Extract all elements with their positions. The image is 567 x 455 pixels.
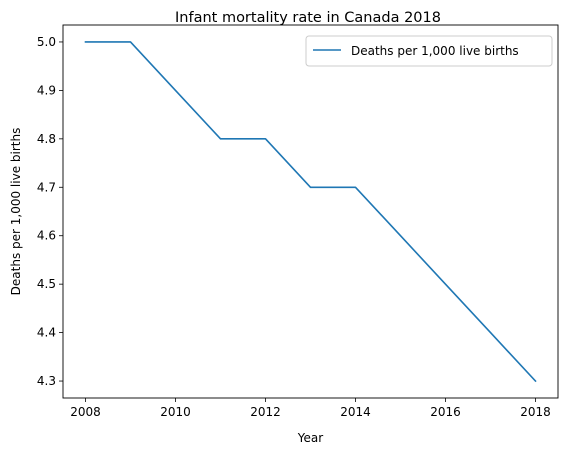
x-tick-label: 2008 <box>70 405 101 419</box>
data-point <box>355 186 357 188</box>
y-tick-label: 4.3 <box>37 374 56 388</box>
x-axis-label: Year <box>297 431 323 445</box>
y-axis-label: Deaths per 1,000 live births <box>9 128 23 296</box>
x-tick-label: 2012 <box>250 405 281 419</box>
legend-label: Deaths per 1,000 live births <box>351 44 519 58</box>
plot-area <box>63 25 558 398</box>
x-tick-label: 2016 <box>430 405 461 419</box>
x-tick-label: 2010 <box>160 405 191 419</box>
data-point <box>175 90 177 92</box>
data-point <box>85 41 87 43</box>
data-point <box>310 186 312 188</box>
y-tick-label: 4.6 <box>37 229 56 243</box>
y-tick-label: 5.0 <box>37 35 56 49</box>
data-point <box>265 138 267 140</box>
plot-background <box>63 25 558 398</box>
data-point <box>535 380 537 382</box>
legend: Deaths per 1,000 live births <box>306 36 552 66</box>
data-point <box>445 283 447 285</box>
x-tick-label: 2014 <box>340 405 371 419</box>
y-tick-label: 4.9 <box>37 83 56 97</box>
y-tick-label: 4.7 <box>37 180 56 194</box>
chart-title: Infant mortality rate in Canada 2018 <box>175 10 441 26</box>
y-axis: 4.3 4.4 4.5 4.6 4.7 4.8 4.9 5.0 <box>37 35 63 388</box>
data-point <box>220 138 222 140</box>
x-axis: 2008 2010 2012 2014 2016 2018 <box>70 398 551 419</box>
x-tick-label: 2018 <box>520 405 551 419</box>
y-tick-label: 4.8 <box>37 132 56 146</box>
data-point <box>400 235 402 237</box>
data-point <box>130 41 132 43</box>
y-tick-label: 4.5 <box>37 277 56 291</box>
y-tick-label: 4.4 <box>37 326 56 340</box>
data-point <box>490 332 492 334</box>
